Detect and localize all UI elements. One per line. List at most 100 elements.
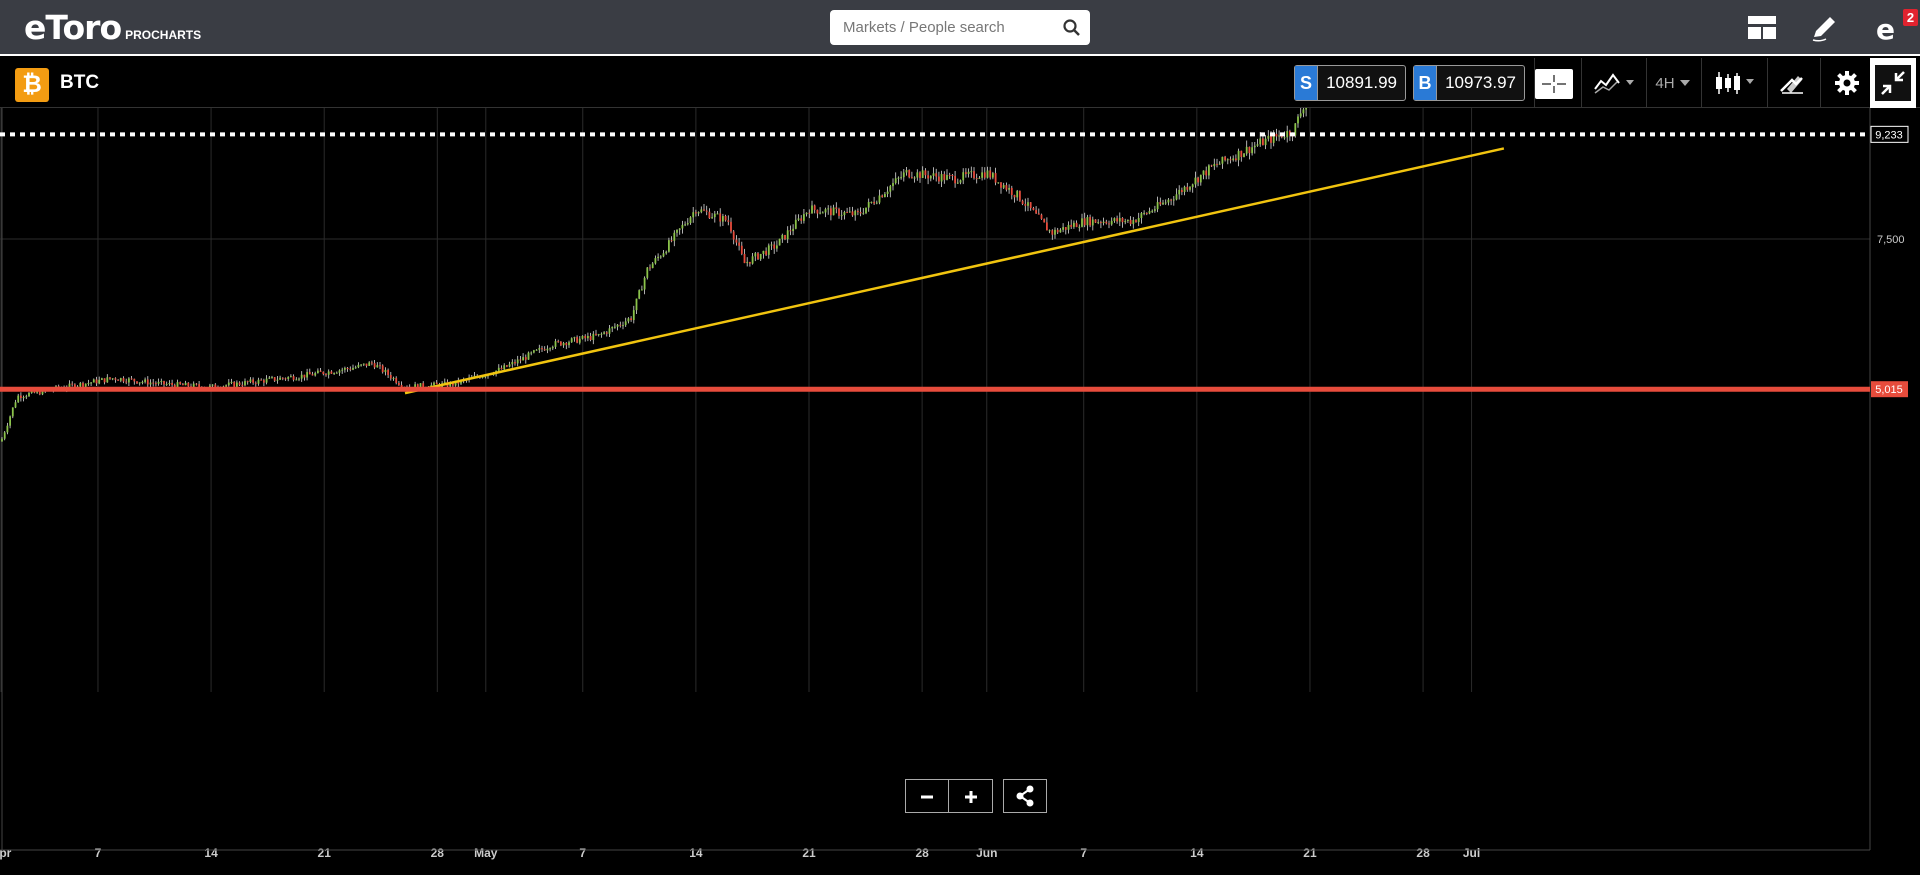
x-tick-label: 14 [204, 846, 218, 860]
candle-body [897, 177, 900, 179]
search-input[interactable] [830, 10, 1050, 45]
search-icon[interactable] [1062, 18, 1082, 38]
toolbar-divider [1534, 58, 1535, 108]
candle-body [875, 202, 878, 204]
candle-body [341, 369, 344, 371]
candle-body [1048, 230, 1051, 232]
zoom-in-button[interactable] [949, 779, 993, 813]
candle-body [119, 378, 122, 381]
etoro-logo[interactable]: eToro PROCHARTS [24, 8, 201, 48]
candle-body [924, 170, 927, 176]
timeframe-button[interactable]: 4H [1651, 62, 1695, 104]
candle-body [157, 381, 160, 384]
candle-body [414, 384, 416, 389]
candle-body [508, 364, 511, 367]
crosshair-icon [1535, 69, 1573, 99]
candle-body [422, 383, 425, 388]
pencil-edit-icon[interactable] [1808, 12, 1840, 44]
candle-body [786, 230, 789, 240]
candle-body [1140, 213, 1143, 219]
candle-body [298, 378, 300, 380]
candle-body [665, 251, 668, 254]
zoom-out-button[interactable] [905, 779, 949, 813]
candle-body [1051, 230, 1054, 235]
candle-body [1100, 222, 1102, 224]
candle-body [1070, 224, 1073, 227]
candle-body [516, 359, 519, 364]
candle-body [1302, 109, 1305, 114]
candle-body [398, 382, 400, 385]
candle-body [1278, 135, 1280, 137]
candle-body [816, 209, 819, 214]
candle-body [443, 381, 446, 384]
search-box[interactable] [830, 10, 1090, 45]
candle-body [870, 201, 873, 203]
candle-body [1251, 147, 1253, 154]
indicators-button[interactable] [1589, 62, 1639, 104]
candle-body [28, 392, 30, 397]
x-tick-label: 14 [689, 846, 703, 860]
candle-body [1272, 133, 1275, 143]
candle-body [975, 178, 978, 180]
candle-body [892, 183, 894, 187]
toolbar-divider [1820, 58, 1821, 108]
candle-body [797, 218, 800, 220]
logo-subtitle: PROCHARTS [125, 28, 202, 42]
candle-body [1189, 187, 1191, 190]
candle-body [994, 173, 997, 183]
candle-body [1224, 156, 1226, 161]
candle-body [1210, 165, 1213, 167]
top-navigation-bar: eToro PROCHARTS e 2 [0, 0, 1920, 56]
candle-body [1186, 186, 1189, 190]
logo-text: eToro [24, 8, 122, 47]
settings-button[interactable] [1825, 62, 1869, 104]
candle-body [770, 244, 773, 246]
candle-body [800, 218, 803, 221]
candle-body [902, 172, 905, 178]
minus-icon [921, 795, 933, 799]
notifications-icon[interactable]: e [1872, 12, 1904, 46]
candle-body [546, 348, 549, 351]
candle-body [11, 407, 14, 417]
candle-body [773, 244, 776, 249]
buy-price-button[interactable]: B 10973.97 [1413, 65, 1525, 101]
candle-body [136, 381, 138, 384]
candle-body [317, 370, 319, 374]
layout-grid-icon[interactable] [1746, 12, 1778, 44]
drawing-tools-button[interactable] [1770, 62, 1814, 104]
candle-body [225, 385, 227, 387]
candle-body [184, 382, 187, 386]
chart-type-button[interactable] [1710, 62, 1760, 104]
candle-body [624, 321, 627, 326]
candle-body [651, 263, 654, 269]
candle-body [506, 365, 508, 367]
candle-body [762, 250, 765, 254]
candle-body [1218, 163, 1221, 165]
candle-body [735, 239, 738, 243]
candle-body [1110, 220, 1113, 225]
candle-body [103, 378, 106, 383]
candle-body [392, 377, 395, 379]
candle-body [138, 382, 141, 384]
price-chart[interactable]: Apr7142128May7142128Jun7142128Jul12,5007… [0, 108, 1920, 875]
candle-body [1143, 212, 1145, 214]
collapse-fullscreen-button[interactable] [1870, 58, 1916, 108]
share-button[interactable] [1003, 779, 1047, 813]
candle-body [614, 326, 616, 328]
sell-price-button[interactable]: S 10891.99 [1294, 65, 1406, 101]
candle-body [576, 337, 578, 343]
candle-body [584, 335, 587, 339]
chart-canvas[interactable]: Apr7142128May7142128Jun7142128Jul12,5007… [0, 108, 1920, 875]
candle-body [884, 193, 886, 198]
candle-body [808, 212, 811, 214]
candle-body [92, 379, 95, 383]
crosshair-button[interactable] [1534, 64, 1574, 104]
candle-body [1154, 209, 1156, 211]
candle-body [749, 261, 751, 264]
candle-body [611, 326, 614, 329]
candle-body [662, 253, 665, 257]
candle-body [1156, 202, 1159, 210]
candle-body [716, 213, 719, 215]
candle-body [365, 363, 368, 366]
candle-body [160, 380, 163, 382]
